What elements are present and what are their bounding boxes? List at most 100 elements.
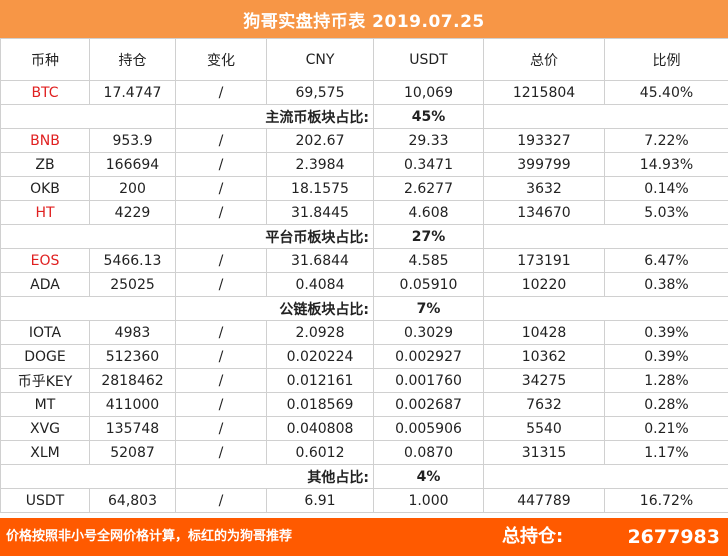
change-cell: /: [175, 344, 267, 369]
holding-cell: 166694: [89, 152, 176, 177]
table-row: USDT 64,803/6.91 1.000 447789 16.72%: [0, 488, 728, 513]
coin-name-cell: HT: [0, 200, 90, 225]
cny-price-cell: 0.020224: [266, 344, 374, 369]
sector-summary-row: 平台币板块占比: 27%: [0, 224, 728, 249]
page-title: 狗哥实盘持币表 2019.07.25: [0, 0, 728, 38]
usdt-price-cell: 0.0870: [373, 440, 484, 465]
holding-cell: 953.9: [89, 128, 176, 153]
column-header: 持仓: [89, 38, 176, 81]
coin-name-cell: 币乎KEY: [0, 368, 90, 393]
sector-spacer-cell: [0, 296, 176, 321]
holding-cell: 411000: [89, 392, 176, 417]
coin-name-cell: EOS: [0, 248, 90, 273]
holding-cell: 25025: [89, 272, 176, 297]
table-row: EOS 5466.13/31.6844 4.585 173191 6.47%: [0, 248, 728, 273]
sector-spacer-cell: [0, 464, 176, 489]
change-cell: /: [175, 320, 267, 345]
coin-name-cell: XLM: [0, 440, 90, 465]
ratio-cell: 0.21%: [604, 416, 728, 441]
ratio-cell: 1.28%: [604, 368, 728, 393]
ratio-cell: 1.17%: [604, 440, 728, 465]
ratio-cell: 6.47%: [604, 248, 728, 273]
change-cell: /: [175, 128, 267, 153]
ratio-cell: 5.03%: [604, 200, 728, 225]
usdt-price-cell: 0.05910: [373, 272, 484, 297]
change-cell: /: [175, 488, 267, 513]
ratio-cell: 16.72%: [604, 488, 728, 513]
ratio-cell: 0.39%: [604, 320, 728, 345]
total-value-cell: 447789: [483, 488, 605, 513]
total-value-cell: 31315: [483, 440, 605, 465]
cny-price-cell: 6.91: [266, 488, 374, 513]
change-cell: /: [175, 416, 267, 441]
sector-value-cell: 4%: [373, 464, 484, 489]
total-holdings-value: 2677983: [627, 526, 720, 548]
total-value-cell: 7632: [483, 392, 605, 417]
usdt-price-cell: 4.585: [373, 248, 484, 273]
total-value-cell: 173191: [483, 248, 605, 273]
sector-label-cell: 公链板块占比:: [175, 296, 374, 321]
total-value-cell: 10362: [483, 344, 605, 369]
ratio-cell: 7.22%: [604, 128, 728, 153]
cny-price-cell: 18.1575: [266, 176, 374, 201]
usdt-price-cell: 0.001760: [373, 368, 484, 393]
coin-name-cell: BNB: [0, 128, 90, 153]
table-row: HT 4229/31.8445 4.608 134670 5.03%: [0, 200, 728, 225]
sector-spacer-cell: [483, 464, 728, 489]
cny-price-cell: 2.3984: [266, 152, 374, 177]
total-value-cell: 10220: [483, 272, 605, 297]
cny-price-cell: 0.4084: [266, 272, 374, 297]
usdt-price-cell: 29.33: [373, 128, 484, 153]
sector-summary-row: 主流币板块占比: 45%: [0, 104, 728, 129]
cny-price-cell: 31.6844: [266, 248, 374, 273]
coin-name-cell: BTC: [0, 80, 90, 105]
column-header: USDT: [373, 38, 484, 81]
column-header: 变化: [175, 38, 267, 81]
ratio-cell: 45.40%: [604, 80, 728, 105]
cny-price-cell: 0.6012: [266, 440, 374, 465]
coin-name-cell: ZB: [0, 152, 90, 177]
holding-cell: 4229: [89, 200, 176, 225]
holding-cell: 5466.13: [89, 248, 176, 273]
change-cell: /: [175, 80, 267, 105]
change-cell: /: [175, 248, 267, 273]
table-row: MT 411000/0.018569 0.002687 7632 0.28%: [0, 392, 728, 417]
table-row: XLM 52087/0.6012 0.0870 31315 1.17%: [0, 440, 728, 465]
sector-value-cell: 45%: [373, 104, 484, 129]
sector-spacer-cell: [0, 224, 176, 249]
cny-price-cell: 69,575: [266, 80, 374, 105]
coin-name-cell: DOGE: [0, 344, 90, 369]
table-row: IOTA 4983/2.0928 0.3029 10428 0.39%: [0, 320, 728, 345]
sector-spacer-cell: [483, 224, 728, 249]
table-row: BNB 953.9/202.67 29.33 193327 7.22%: [0, 128, 728, 153]
table-row: XVG 135748/0.040808 0.005906 5540 0.21%: [0, 416, 728, 441]
holding-cell: 64,803: [89, 488, 176, 513]
table-header-row: 币种 持仓 变化 CNY USDT 总价 比例: [0, 38, 728, 81]
coin-name-cell: OKB: [0, 176, 90, 201]
sector-spacer-cell: [483, 296, 728, 321]
ratio-cell: 0.14%: [604, 176, 728, 201]
holdings-table: 币种 持仓 变化 CNY USDT 总价 比例 BTC 17.4747/69,57…: [0, 38, 728, 513]
table-row: OKB 200/18.1575 2.6277 3632 0.14%: [0, 176, 728, 201]
change-cell: /: [175, 152, 267, 177]
coin-name-cell: MT: [0, 392, 90, 417]
table-row: DOGE 512360/0.020224 0.002927 10362 0.39%: [0, 344, 728, 369]
column-header: 币种: [0, 38, 90, 81]
holding-cell: 4983: [89, 320, 176, 345]
cny-price-cell: 0.040808: [266, 416, 374, 441]
cny-price-cell: 0.012161: [266, 368, 374, 393]
sector-value-cell: 27%: [373, 224, 484, 249]
change-cell: /: [175, 176, 267, 201]
cny-price-cell: 2.0928: [266, 320, 374, 345]
holdings-table-body: 币种 持仓 变化 CNY USDT 总价 比例 BTC 17.4747/69,57…: [0, 38, 728, 513]
column-header: CNY: [266, 38, 374, 81]
holding-cell: 17.4747: [89, 80, 176, 105]
sector-value-cell: 7%: [373, 296, 484, 321]
table-row: ADA 25025/0.4084 0.05910 10220 0.38%: [0, 272, 728, 297]
total-value-cell: 10428: [483, 320, 605, 345]
table-row: BTC 17.4747/69,575 10,069 1215804 45.40%: [0, 80, 728, 105]
change-cell: /: [175, 392, 267, 417]
usdt-price-cell: 0.002927: [373, 344, 484, 369]
ratio-cell: 0.28%: [604, 392, 728, 417]
usdt-price-cell: 0.3471: [373, 152, 484, 177]
